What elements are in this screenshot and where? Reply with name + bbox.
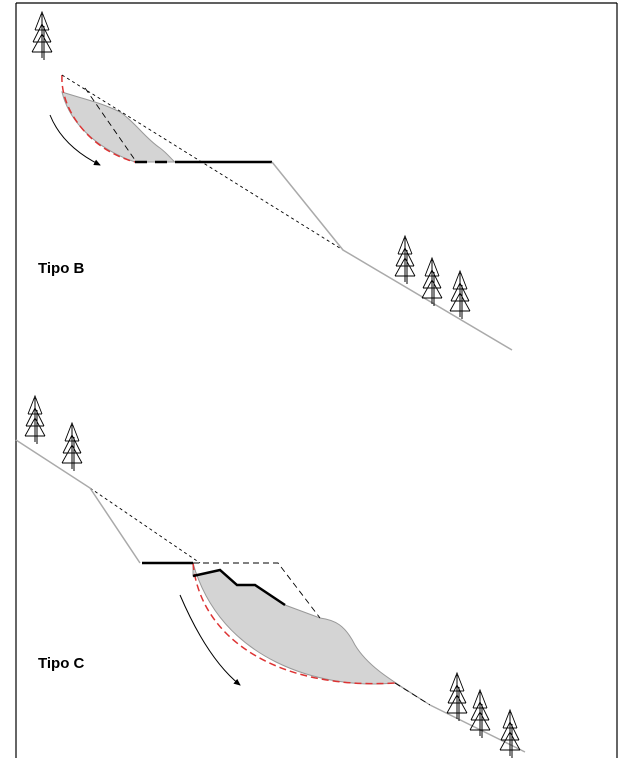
type-label: Tipo C xyxy=(38,655,85,672)
tipo-b-diagram xyxy=(31,11,513,351)
type-label: Tipo B xyxy=(38,260,85,277)
tipo-c-diagram xyxy=(15,395,526,758)
frame xyxy=(15,2,618,758)
